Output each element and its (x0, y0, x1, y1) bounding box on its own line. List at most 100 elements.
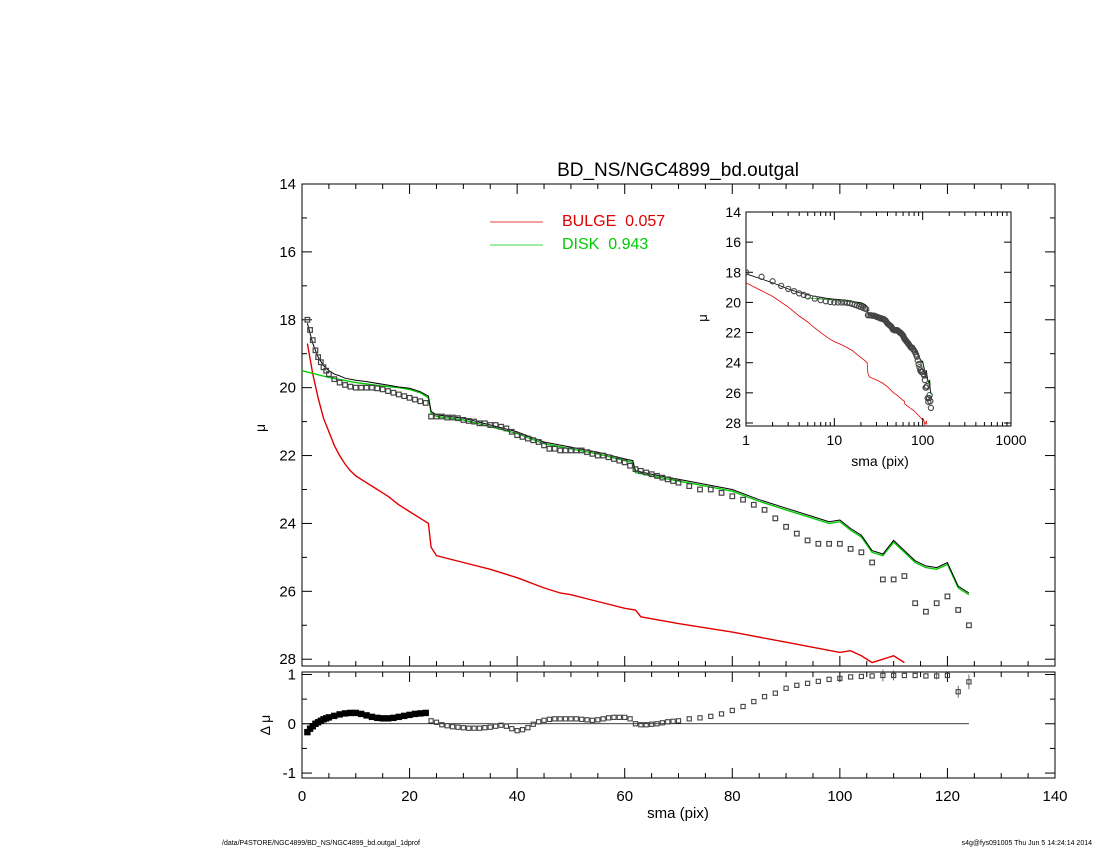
data-point (707, 486, 714, 493)
data-point (740, 496, 746, 503)
data-point (568, 447, 574, 454)
residual-point (341, 710, 349, 717)
data-point (541, 442, 547, 449)
inset-data-point (822, 298, 829, 305)
data-point (632, 466, 639, 473)
inset-data-point (804, 293, 811, 300)
residual-point (648, 721, 655, 727)
residual-point (460, 725, 467, 731)
x-axis-label: sma (pix) (647, 805, 709, 822)
data-point (385, 388, 391, 394)
data-point (675, 479, 682, 486)
inset-y-tick-label: 14 (725, 204, 741, 220)
residual-point (444, 723, 450, 729)
residual-point (492, 723, 499, 729)
data-point (637, 467, 644, 474)
inset-y-axis-label: μ (695, 314, 710, 322)
data-point (449, 414, 456, 421)
data-point (718, 489, 725, 496)
data-point (815, 540, 822, 547)
residual-point (439, 722, 445, 728)
residual-point (336, 711, 343, 718)
data-point (923, 608, 929, 615)
residual-point (400, 712, 408, 720)
residual-point (519, 727, 526, 733)
inset-y-tick-label: 28 (725, 415, 741, 431)
data-point (616, 457, 623, 464)
data-point (551, 445, 558, 452)
residual-point (530, 721, 536, 727)
main-y-axis-label: μ (252, 424, 268, 432)
residual-point (729, 707, 735, 714)
data-point (401, 393, 408, 400)
inset-x-axis-label: sma (pix) (851, 453, 909, 469)
residual-x-tick-label: 60 (616, 788, 633, 805)
residual-y-axis-label: Δ μ (257, 715, 273, 736)
residual-point (471, 725, 477, 731)
inset-data-point (863, 306, 870, 313)
residual-point (589, 717, 596, 723)
data-point (325, 371, 332, 377)
residual-point (923, 673, 929, 679)
residual-x-tick-label: 40 (509, 788, 526, 805)
data-point (648, 471, 655, 478)
residual-point (901, 672, 908, 679)
residual-point (331, 712, 338, 720)
data-point (460, 417, 467, 423)
residual-x-tick-label: 80 (724, 788, 741, 805)
data-point (761, 506, 768, 513)
residual-point (643, 722, 649, 728)
residual-point (815, 678, 821, 685)
residual-point (665, 719, 671, 725)
main-y-tick-label: 14 (279, 176, 296, 193)
inset-data-point (746, 269, 750, 276)
residual-point (449, 724, 456, 730)
inset-data-point (784, 285, 792, 293)
data-point (503, 425, 510, 432)
data-point (836, 540, 843, 547)
data-point (912, 600, 919, 607)
residual-point (433, 719, 440, 725)
data-point (498, 423, 504, 430)
data-point (933, 600, 940, 607)
residual-point (498, 722, 504, 728)
residual-point (384, 715, 392, 722)
inset-data-point (769, 278, 776, 285)
inset-y-tick-label: 18 (725, 264, 741, 280)
inset-frame (745, 211, 1012, 427)
inset-data-point (800, 291, 807, 299)
residual-point (557, 716, 563, 722)
inset-data-point (758, 273, 765, 280)
data-point (535, 439, 542, 445)
residual-point (357, 710, 365, 718)
residual-point (368, 713, 376, 721)
data-point (627, 462, 633, 469)
residual-point (783, 685, 789, 691)
data-point (363, 384, 370, 391)
data-point (847, 545, 854, 552)
inset-series-line-bulge (746, 282, 928, 426)
inset-data-point (921, 376, 929, 384)
main-y-tick-label: 26 (279, 583, 296, 600)
residual-point (912, 672, 918, 679)
data-point (664, 476, 671, 483)
residual-point (546, 716, 553, 722)
residual-point (934, 673, 940, 679)
residual-point (751, 698, 757, 705)
residual-point (476, 725, 483, 731)
residual-point (352, 709, 359, 717)
residual-point (584, 717, 590, 723)
data-point (417, 398, 424, 405)
residual-point (411, 710, 419, 718)
residual-point (541, 717, 547, 723)
inset-x-tick-label: 100 (911, 432, 935, 448)
data-point (589, 450, 596, 457)
data-point (573, 447, 580, 454)
residual-point (804, 680, 811, 686)
data-point (584, 449, 590, 456)
residual-x-tick-label: 0 (298, 788, 306, 805)
legend: BULGE 0.057 DISK 0.943 (490, 213, 665, 253)
residual-point (890, 672, 897, 679)
inset-y-tick-label: 22 (725, 325, 741, 341)
inset-data-point (827, 298, 834, 306)
